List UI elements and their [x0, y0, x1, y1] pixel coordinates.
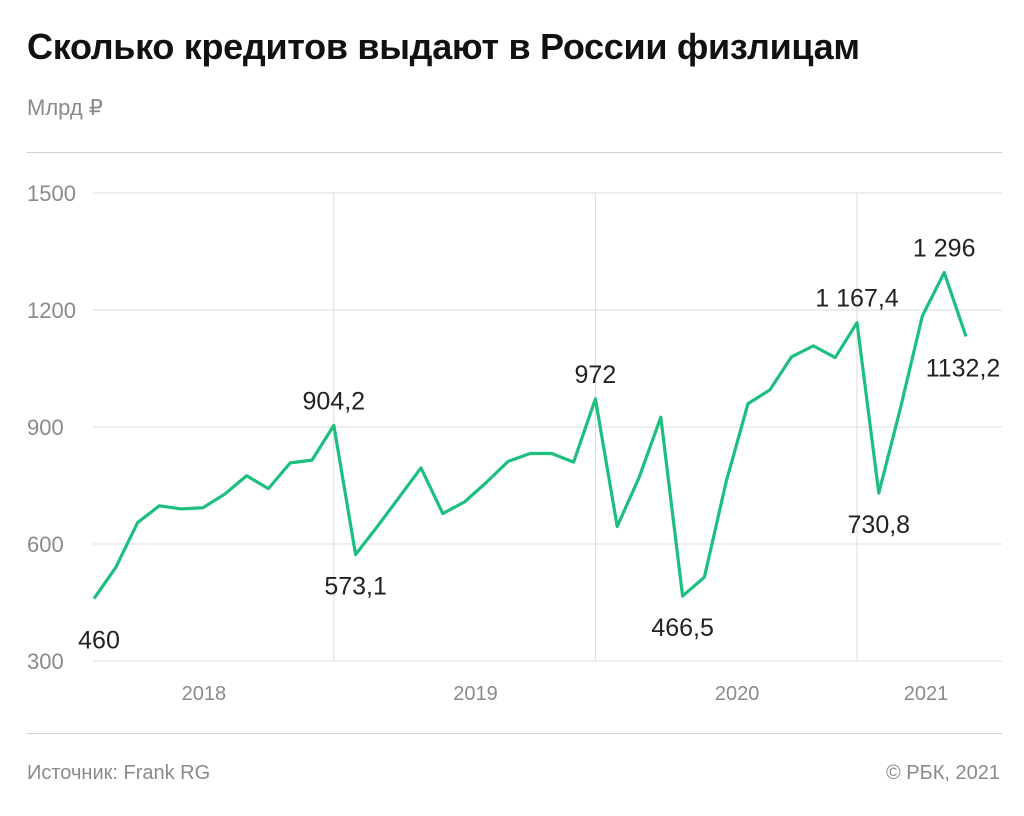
x-tick-label: 2019 — [453, 683, 498, 705]
x-tick-label: 2020 — [715, 683, 760, 705]
data-label: 466,5 — [651, 614, 714, 642]
y-tick-label: 900 — [27, 415, 64, 440]
y-tick-label: 1200 — [27, 298, 76, 323]
y-tick-label: 1500 — [27, 181, 76, 206]
x-tick-label: 2018 — [182, 683, 227, 705]
source-label: Источник: Frank RG — [27, 762, 211, 784]
top-divider — [27, 152, 1002, 153]
data-label: 460 — [78, 627, 120, 655]
data-label: 573,1 — [324, 572, 387, 600]
copyright-label: © РБК, 2021 — [885, 762, 1000, 784]
data-label: 904,2 — [303, 387, 366, 415]
bottom-divider — [27, 733, 1002, 734]
data-label: 1132,2 — [926, 354, 1001, 382]
unit-label: Млрд ₽ — [27, 95, 103, 120]
y-tick-label: 300 — [27, 649, 64, 674]
data-label: 972 — [575, 361, 617, 389]
series-line — [92, 270, 968, 600]
data-label: 1 296 — [913, 235, 976, 263]
data-label: 730,8 — [848, 511, 911, 539]
x-tick-label: 2021 — [904, 683, 949, 705]
y-tick-label: 600 — [27, 532, 64, 557]
page-title: Сколько кредитов выдают в России физлица… — [27, 26, 860, 67]
data-label: 1 167,4 — [815, 285, 899, 313]
